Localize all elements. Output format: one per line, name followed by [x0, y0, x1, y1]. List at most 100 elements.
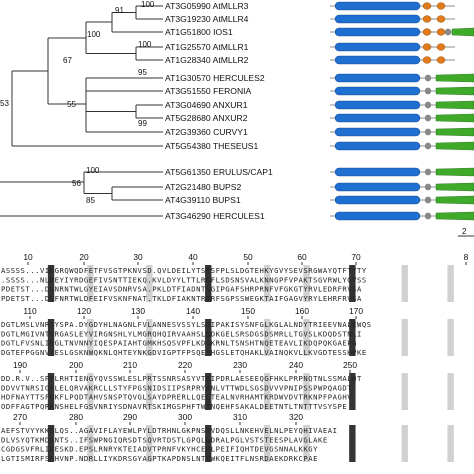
alignment-ruler-tick [295, 370, 297, 373]
tree-leaf-labels: AT3G05990 AtMLLR3 AT3G19230 AtMLLR4 AT1G51… [165, 1, 273, 221]
alignment-sequence-row: DGTLFVSNLIVGLTNVNNYIQESPAIAHTGMKHSQSVPFL… [1, 339, 357, 348]
domain-diagram-row [330, 211, 474, 221]
conserved-column-shading [303, 425, 310, 462]
transmembrane-domain [424, 87, 432, 95]
kinase-domain [435, 167, 474, 177]
malectin-domain [334, 100, 421, 110]
alignment-position-number: 200 [69, 360, 83, 370]
conserved-column-shading [47, 265, 55, 302]
transmembrane-domain [424, 212, 432, 220]
alignment-position-number: 310 [233, 412, 247, 422]
kinase-domain [435, 211, 474, 221]
domain-diagram-row [330, 113, 474, 123]
lrr-domain [436, 43, 446, 51]
sequence-alignment: 10 20 30 40 50 60 70 8 ASSSS...VIDGRQWQDFETFVSGT… [1, 252, 469, 463]
kinase-domain [451, 27, 474, 37]
lrr-domain [436, 56, 446, 64]
conserved-column-shading [47, 425, 55, 462]
tree-leaf-label: AT1G51800 IOS1 [165, 27, 233, 37]
tree-leaf-label: AT2G21480 BUPS2 [165, 182, 241, 192]
alignment-position-number: 120 [77, 306, 91, 316]
domain-diagram-row [330, 127, 474, 137]
tree-leaf-label: AT3G51550 FERONIA [165, 86, 252, 96]
conserved-column-shading [146, 373, 153, 410]
transmembrane-domain [424, 128, 432, 136]
tree-support-values: 100 91 100 67 100 95 53 55 99 56 85 100 [0, 0, 155, 205]
conserved-column-shading [264, 373, 271, 410]
alignment-position-number: 130 [131, 306, 145, 316]
alignment-sequence-row: DDVVTNRSIGPLELQRVAKRCLLSTYFPGSNIDSIIPSRP… [1, 383, 352, 392]
tree-support-value: 67 [63, 56, 72, 65]
conserved-column-shading [447, 425, 454, 462]
conserved-column-shading [264, 425, 271, 462]
alignment-sequence-row: PDETST...DVNRNTWLGYEIAVSDNRVSA.PKLDTFIAD… [1, 285, 362, 294]
alignment-sequence-row: HDFNAYTTSFNKFLPQDTAHVSNSPTQVGLSAYDPRERLL… [1, 393, 352, 402]
conserved-column-shading [264, 319, 271, 356]
tree-leaf-label: AT3G19230 AtMLLR4 [165, 14, 249, 24]
malectin-domain [334, 141, 421, 151]
alignment-position-number: 60 [297, 252, 307, 262]
alignment-sequence-row: DGTLMSLVNRYYSPA.DYGDYHLNAGNLFVLANNESVSSY… [1, 320, 372, 329]
alignment-block: 190 200 210 220 230 240 250 DD.R.V..SPFLRHTIENG… [1, 360, 454, 411]
alignment-ruler-tick [129, 370, 131, 373]
transmembrane-domain [424, 168, 432, 176]
tree-branch [11, 71, 163, 147]
alignment-sequence-row: DGTLMGIVNTVRGASLEYVIRGNSHLYLMGRQHQIRVAAH… [1, 329, 362, 338]
conserved-column-shading [87, 373, 94, 410]
conserved-column-shading [401, 373, 408, 410]
conserved-column-shading [303, 265, 310, 302]
tree-branches [0, 5, 163, 217]
tree-support-value: 91 [115, 6, 124, 15]
alignment-block: 10 20 30 40 50 60 70 8 ASSSS...VIDGRQWQDFETFVSGT… [1, 252, 469, 303]
conserved-column-shading [401, 265, 408, 302]
domain-diagram-row [330, 86, 474, 96]
domain-diagram-row [330, 73, 474, 83]
lrr-domain [436, 28, 446, 36]
alignment-position-number: 210 [123, 360, 137, 370]
domain-diagram-row [330, 100, 474, 110]
alignment-block: 270 280 290 300 310 320 AEFSTVYYKKSLQS..AGAVIF… [1, 412, 454, 463]
alignment-ruler-tick [137, 316, 139, 319]
alignment-sequence-row: CGDGSVFRLIRESKD.EPSLRNRYKTEIADVTPRNFVKYH… [1, 445, 318, 454]
tree-support-value: 53 [0, 99, 9, 108]
tree-branch [85, 77, 163, 133]
tree-support-value: 99 [138, 119, 147, 128]
conserved-column-shading [87, 265, 94, 302]
kinase-domain [435, 86, 474, 96]
domain-diagram-row [330, 55, 455, 65]
kinase-domain [435, 73, 474, 83]
domain-diagram-row [330, 27, 474, 37]
alignment-sequence-row: PDETST...DVFNRTWLDFEIFVSKNFNAT.TKLDFIAKN… [1, 294, 362, 303]
alignment-ruler-tick [75, 370, 77, 373]
tree-support-value: 100 [86, 166, 100, 175]
transmembrane-domain [424, 101, 432, 109]
tree-support-value: 55 [67, 100, 76, 109]
tree-leaf-label: AT4G39110 BUPS1 [165, 195, 241, 205]
conserved-column-shading [146, 265, 153, 302]
tree-branch [111, 12, 163, 33]
transmembrane-domain [424, 142, 432, 150]
malectin-domain [334, 73, 421, 83]
alignment-sequence-row: DD.R.V..SPFLRHTIENGYQVSSWLESLPRTSSNRSASY… [1, 374, 362, 383]
transmembrane-domain [424, 196, 432, 204]
alignment-position-number: 170 [349, 306, 363, 316]
alignment-position-number: 230 [233, 360, 247, 370]
alignment-position-number: 140 [186, 306, 200, 316]
alignment-ruler-tick [301, 316, 303, 319]
conserved-column-shading [447, 265, 454, 302]
kinase-domain [435, 100, 474, 110]
alignment-ruler-tick [239, 370, 241, 373]
tree-leaf-label: AT3G46290 HERCULES1 [165, 211, 265, 221]
malectin-domain [334, 195, 421, 205]
alignment-ruler-tick [355, 316, 357, 319]
malectin-domain [334, 1, 421, 11]
alignment-position-number: 290 [123, 412, 137, 422]
alignment-sequence-row: DLVSYQTKMDLNTS..IFSWPNGIQRSDTSQVRTDSTLGP… [1, 435, 328, 444]
tree-leaf-label: AT5G28680 ANXUR2 [165, 113, 248, 123]
alignment-position-number: 320 [289, 412, 303, 422]
conserved-column-shading [303, 373, 310, 410]
malectin-domain [334, 27, 421, 37]
alignment-ruler-tick [192, 262, 194, 265]
malectin-domain [334, 127, 421, 137]
